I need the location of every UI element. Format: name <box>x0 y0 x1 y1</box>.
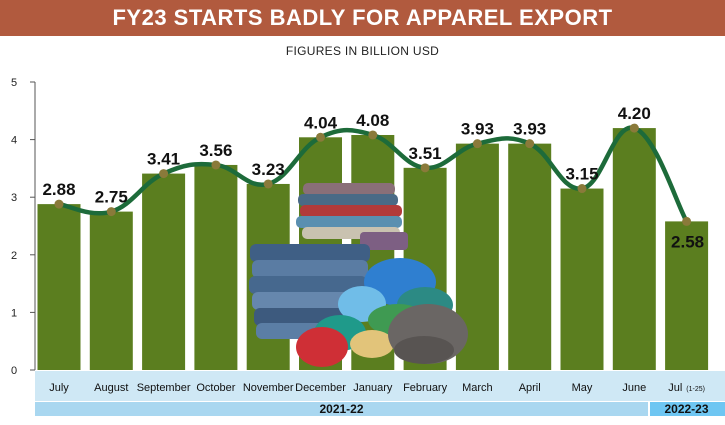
category-label: June <box>622 382 646 394</box>
data-label: 2.88 <box>42 180 75 199</box>
clothes-piece <box>296 327 348 367</box>
bar-may <box>560 188 604 370</box>
point-marker <box>159 169 169 179</box>
clothes-piece <box>252 260 368 278</box>
data-label: 2.75 <box>95 188 128 207</box>
y-tick-label: 3 <box>11 192 17 204</box>
data-label: 4.08 <box>356 111 389 130</box>
data-label: 2.58 <box>671 232 704 251</box>
clothes-piece <box>252 292 364 310</box>
fiscal-year-band <box>35 402 648 416</box>
category-label: September <box>137 382 191 394</box>
point-marker <box>368 130 378 140</box>
category-label: July <box>49 382 69 394</box>
y-tick-label: 5 <box>11 77 17 89</box>
data-label: 3.56 <box>199 141 232 160</box>
point-marker <box>525 139 535 149</box>
bar-july <box>37 204 81 370</box>
y-tick-label: 1 <box>11 307 17 319</box>
clothes-piece <box>298 194 398 206</box>
clothes-piece <box>300 205 402 217</box>
point-marker <box>54 199 64 209</box>
data-label: 3.15 <box>565 165 598 184</box>
point-marker <box>106 207 116 217</box>
point-marker <box>629 123 639 133</box>
category-label: March <box>462 382 493 394</box>
point-marker <box>577 184 587 194</box>
bar-september <box>142 173 186 370</box>
category-label: November <box>243 382 294 394</box>
clothes-piece <box>250 244 370 262</box>
category-label-suffix: (1-25) <box>686 386 705 393</box>
clothes-piece <box>303 183 395 195</box>
category-label: May <box>572 382 593 394</box>
title-bar: FY23 STARTS BADLY FOR APPAREL EXPORT <box>0 0 725 36</box>
clothes-piece <box>394 336 454 364</box>
category-label: April <box>519 382 541 394</box>
category-label: October <box>196 382 235 394</box>
bar-jul <box>665 221 709 370</box>
point-marker <box>263 179 273 189</box>
data-label: 3.23 <box>252 160 285 179</box>
chart-title: FY23 STARTS BADLY FOR APPAREL EXPORT <box>112 5 613 30</box>
point-marker <box>211 160 221 170</box>
data-label: 4.20 <box>618 104 651 123</box>
fiscal-year-label: 2022-23 <box>664 402 708 416</box>
category-label: August <box>94 382 128 394</box>
category-label: February <box>403 382 448 394</box>
fiscal-year-band-current <box>650 402 725 416</box>
data-label: 3.41 <box>147 150 180 169</box>
bar-june <box>612 128 656 370</box>
category-label: December <box>295 382 346 394</box>
data-label: 3.51 <box>409 144 442 163</box>
point-marker <box>472 139 482 149</box>
fiscal-year-label: 2021-22 <box>319 402 363 416</box>
point-marker <box>682 216 692 226</box>
category-label: January <box>353 382 393 394</box>
point-marker <box>420 163 430 173</box>
y-tick-label: 2 <box>11 250 17 262</box>
y-tick-label: 4 <box>11 135 17 147</box>
data-label: 3.93 <box>513 120 546 139</box>
folded-clothes-pile-image <box>249 183 468 367</box>
clothes-piece <box>350 330 394 358</box>
data-label: 4.04 <box>304 113 338 132</box>
chart-subtitle: FIGURES IN BILLION USD <box>285 44 440 58</box>
clothes-piece <box>360 232 408 250</box>
point-marker <box>316 132 325 142</box>
clothes-piece <box>249 276 367 294</box>
clothes-piece <box>296 216 402 228</box>
bar-april <box>508 143 552 370</box>
bar-october <box>194 164 238 370</box>
bar-august <box>89 211 133 370</box>
data-label: 3.93 <box>461 120 494 139</box>
y-tick-label: 0 <box>11 365 17 377</box>
category-band <box>35 371 725 401</box>
